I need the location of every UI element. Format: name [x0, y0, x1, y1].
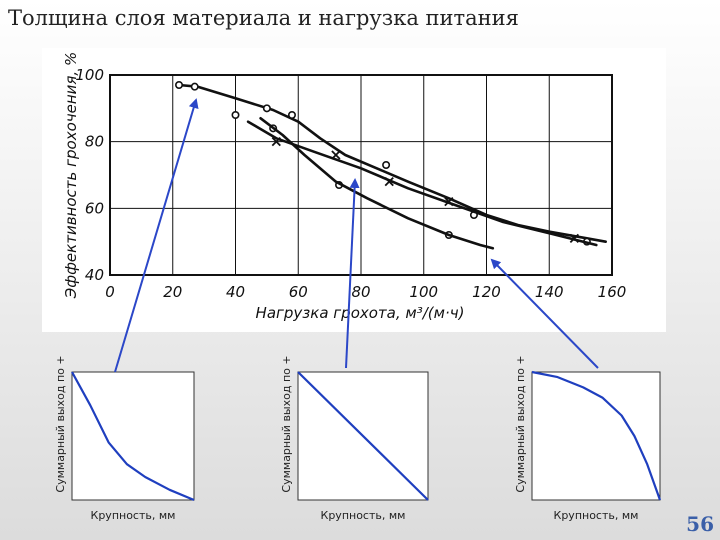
small-chart-y-label: Суммарный выход по +	[54, 355, 67, 492]
series-2-point	[271, 137, 281, 147]
main-chart: 0 20 40 60 80 100 120 140 160 40 60 80 100 Нагрузка г…	[62, 52, 626, 322]
small-chart-curve	[71, 371, 195, 502]
series-1-point	[231, 111, 240, 120]
x-tick-label: 40	[226, 283, 245, 301]
page-number: 56	[686, 512, 714, 536]
pointer-arrow	[345, 178, 360, 369]
small-chart-curve	[531, 370, 662, 501]
x-tick-label: 60	[289, 283, 308, 301]
y-tick-label: 40	[85, 266, 104, 284]
small-chart-1: Крупность, мм Суммарный выход по +	[54, 355, 195, 522]
series-1-point	[287, 111, 296, 120]
series-1-point	[382, 161, 391, 170]
cross-stroke	[271, 137, 281, 147]
slide-title: Толщина слоя материала и нагрузка питани…	[8, 6, 519, 30]
small-chart-curve	[297, 371, 429, 501]
series-1-point	[175, 81, 184, 90]
series-2-point	[444, 197, 454, 207]
cross-stroke	[331, 150, 341, 160]
arrows-layer	[114, 98, 599, 373]
small-chart-2: Крупность, мм Суммарный выход по +	[280, 355, 429, 522]
y-tick-label: 80	[85, 133, 104, 151]
x-tick-label: 160	[598, 283, 627, 301]
series-2-point	[331, 150, 341, 160]
y-axis-label: Эффективность грохочения, %	[62, 52, 80, 299]
series-2-point	[384, 177, 394, 187]
small-chart-3: Крупность, мм Суммарный выход по +	[514, 355, 662, 522]
pointer-arrow	[490, 258, 599, 369]
x-tick-label: 80	[351, 283, 370, 301]
small-chart-x-label: Крупность, мм	[554, 509, 639, 522]
series-2-line	[246, 120, 598, 247]
series-2-point	[569, 233, 579, 243]
cross-stroke	[384, 177, 394, 187]
small-chart-frame	[531, 371, 661, 501]
cross-stroke	[569, 233, 579, 243]
small-chart-x-label: Крупность, мм	[321, 509, 406, 522]
small-chart-frame	[71, 371, 195, 501]
small-chart-x-label: Крупность, мм	[91, 509, 176, 522]
x-tick-label: 20	[163, 283, 182, 301]
pointer-arrow	[114, 98, 199, 373]
x-tick-label: 100	[409, 283, 438, 301]
series-3-line	[259, 117, 495, 250]
small-chart-y-label: Суммарный выход по +	[280, 355, 293, 492]
x-tick-label: 0	[105, 283, 115, 301]
x-axis-label: Нагрузка грохота, м³/(м·ч)	[256, 304, 465, 322]
x-tick-label: 140	[535, 283, 564, 301]
x-tick-label: 120	[472, 283, 501, 301]
y-tick-label: 60	[85, 199, 104, 217]
cross-stroke	[444, 197, 454, 207]
y-tick-label: 100	[75, 66, 104, 84]
series-1-point	[190, 82, 199, 91]
series-1-point	[262, 104, 271, 113]
small-chart-y-label: Суммарный выход по +	[514, 355, 527, 492]
